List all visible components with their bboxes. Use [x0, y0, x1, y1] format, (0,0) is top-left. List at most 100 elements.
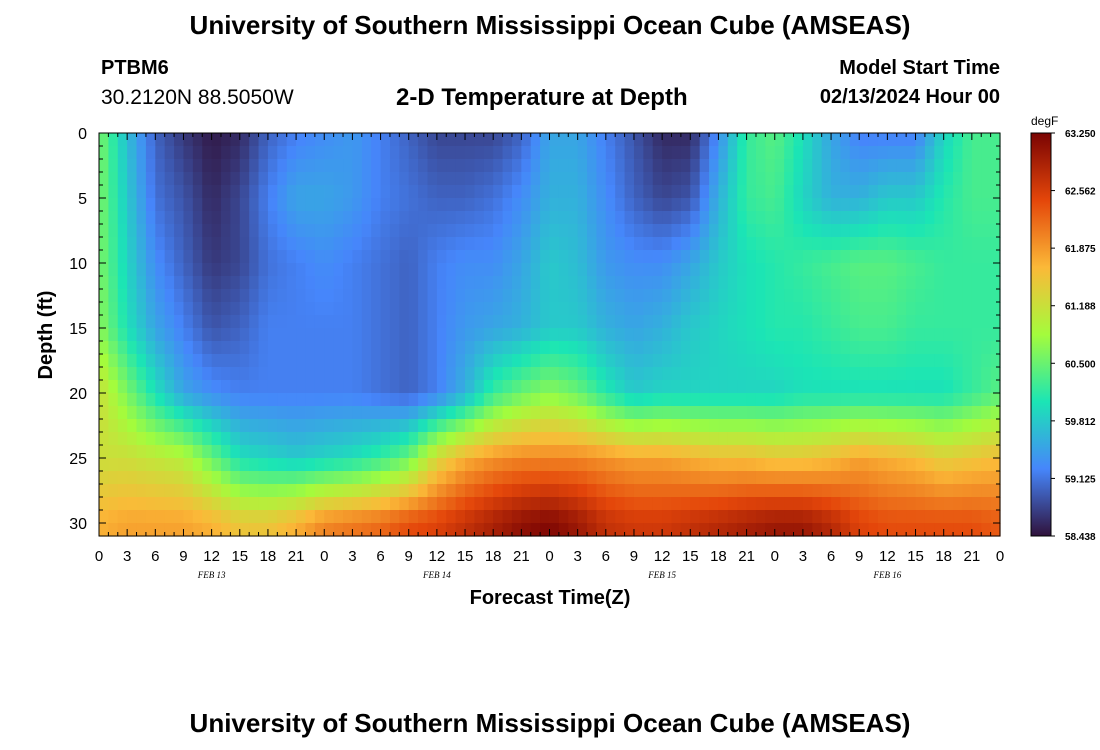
heatmap-cell [305, 406, 316, 420]
heatmap-cell [455, 484, 466, 498]
heatmap-cell [521, 146, 532, 160]
heatmap-cell [652, 146, 663, 160]
heatmap-cell [643, 276, 654, 290]
heatmap-cell [709, 263, 720, 277]
heatmap-cell [277, 159, 288, 173]
heatmap-cell [887, 484, 898, 498]
heatmap-cell [324, 484, 335, 498]
heatmap-cell [699, 471, 710, 485]
heatmap-cell [934, 393, 945, 407]
heatmap-cell [624, 406, 635, 420]
heatmap-cell [802, 315, 813, 329]
heatmap-cell [755, 497, 766, 511]
heatmap-cell [915, 250, 926, 264]
heatmap-cell [793, 276, 804, 290]
heatmap-cell [802, 224, 813, 238]
heatmap-cell [924, 328, 935, 342]
heatmap-cell [418, 237, 429, 251]
heatmap-cell [221, 133, 231, 147]
heatmap-cell [746, 302, 757, 316]
heatmap-cell [511, 224, 522, 238]
heatmap-cell [108, 146, 119, 160]
heatmap-cell [615, 211, 626, 225]
heatmap-cell [831, 393, 842, 407]
heatmap-cell [793, 484, 804, 498]
heatmap-cell [784, 380, 795, 394]
heatmap-cell [455, 354, 466, 368]
heatmap-cell [784, 172, 795, 186]
heatmap-cell [474, 341, 485, 355]
heatmap-cell [361, 523, 372, 537]
heatmap-cell [117, 445, 128, 459]
heatmap-cell [408, 380, 419, 394]
heatmap-cell [521, 159, 532, 173]
heatmap-cell [230, 224, 241, 238]
heatmap-cell [483, 419, 494, 433]
heatmap-cell [652, 354, 663, 368]
heatmap-cell [380, 393, 391, 407]
heatmap-cell [305, 172, 316, 186]
heatmap-cell [465, 354, 476, 368]
heatmap-cell [192, 289, 203, 303]
heatmap-cell [389, 172, 400, 186]
heatmap-cell [596, 250, 607, 264]
heatmap-cell [502, 393, 513, 407]
heatmap-cell [615, 224, 626, 238]
heatmap-cell [971, 185, 982, 199]
heatmap-cell [427, 302, 438, 316]
heatmap-cell [840, 341, 851, 355]
heatmap-cell [408, 250, 419, 264]
heatmap-cell [727, 419, 738, 433]
heatmap-cell [145, 497, 156, 511]
heatmap-cell [427, 510, 438, 524]
heatmap-cell [896, 276, 907, 290]
heatmap-cell [465, 250, 476, 264]
heatmap-cell [183, 510, 194, 524]
heatmap-cell [136, 198, 147, 212]
heatmap-cell [465, 471, 476, 485]
heatmap-cell [230, 302, 241, 316]
heatmap-cell [455, 445, 466, 459]
heatmap-cell [192, 458, 203, 472]
heatmap-cell [662, 302, 673, 316]
heatmap-cell [690, 159, 701, 173]
heatmap-cell [643, 133, 654, 147]
heatmap-cell [493, 198, 504, 212]
heatmap-cell [849, 211, 860, 225]
heatmap-cell [352, 458, 363, 472]
heatmap-cell [896, 445, 907, 459]
heatmap-cell [296, 172, 307, 186]
heatmap-cell [408, 198, 419, 212]
heatmap-cell [521, 458, 532, 472]
heatmap-cell [211, 133, 222, 147]
heatmap-cell [849, 198, 860, 212]
heatmap-cell [812, 146, 823, 160]
heatmap-cell [511, 250, 522, 264]
heatmap-cell [155, 497, 166, 511]
heatmap-cell [258, 497, 269, 511]
heatmap-cell [361, 159, 372, 173]
heatmap-cell [765, 276, 776, 290]
heatmap-cell [455, 419, 466, 433]
heatmap-cell [117, 510, 128, 524]
heatmap-cell [981, 276, 992, 290]
heatmap-cell [953, 393, 964, 407]
heatmap-cell [943, 289, 954, 303]
heatmap-cell [587, 510, 598, 524]
heatmap-cell [699, 419, 710, 433]
heatmap-cell [389, 146, 400, 160]
heatmap-cell [812, 315, 823, 329]
heatmap-cell [718, 159, 729, 173]
heatmap-cell [296, 289, 307, 303]
heatmap-cell [981, 393, 992, 407]
heatmap-cell [314, 341, 325, 355]
heatmap-cell [314, 276, 325, 290]
heatmap-cell [821, 159, 832, 173]
heatmap-cell [624, 445, 635, 459]
heatmap-cell [521, 484, 532, 498]
heatmap-cell [108, 354, 119, 368]
heatmap-cell [699, 237, 710, 251]
heatmap-cell [296, 380, 307, 394]
heatmap-cell [953, 159, 964, 173]
